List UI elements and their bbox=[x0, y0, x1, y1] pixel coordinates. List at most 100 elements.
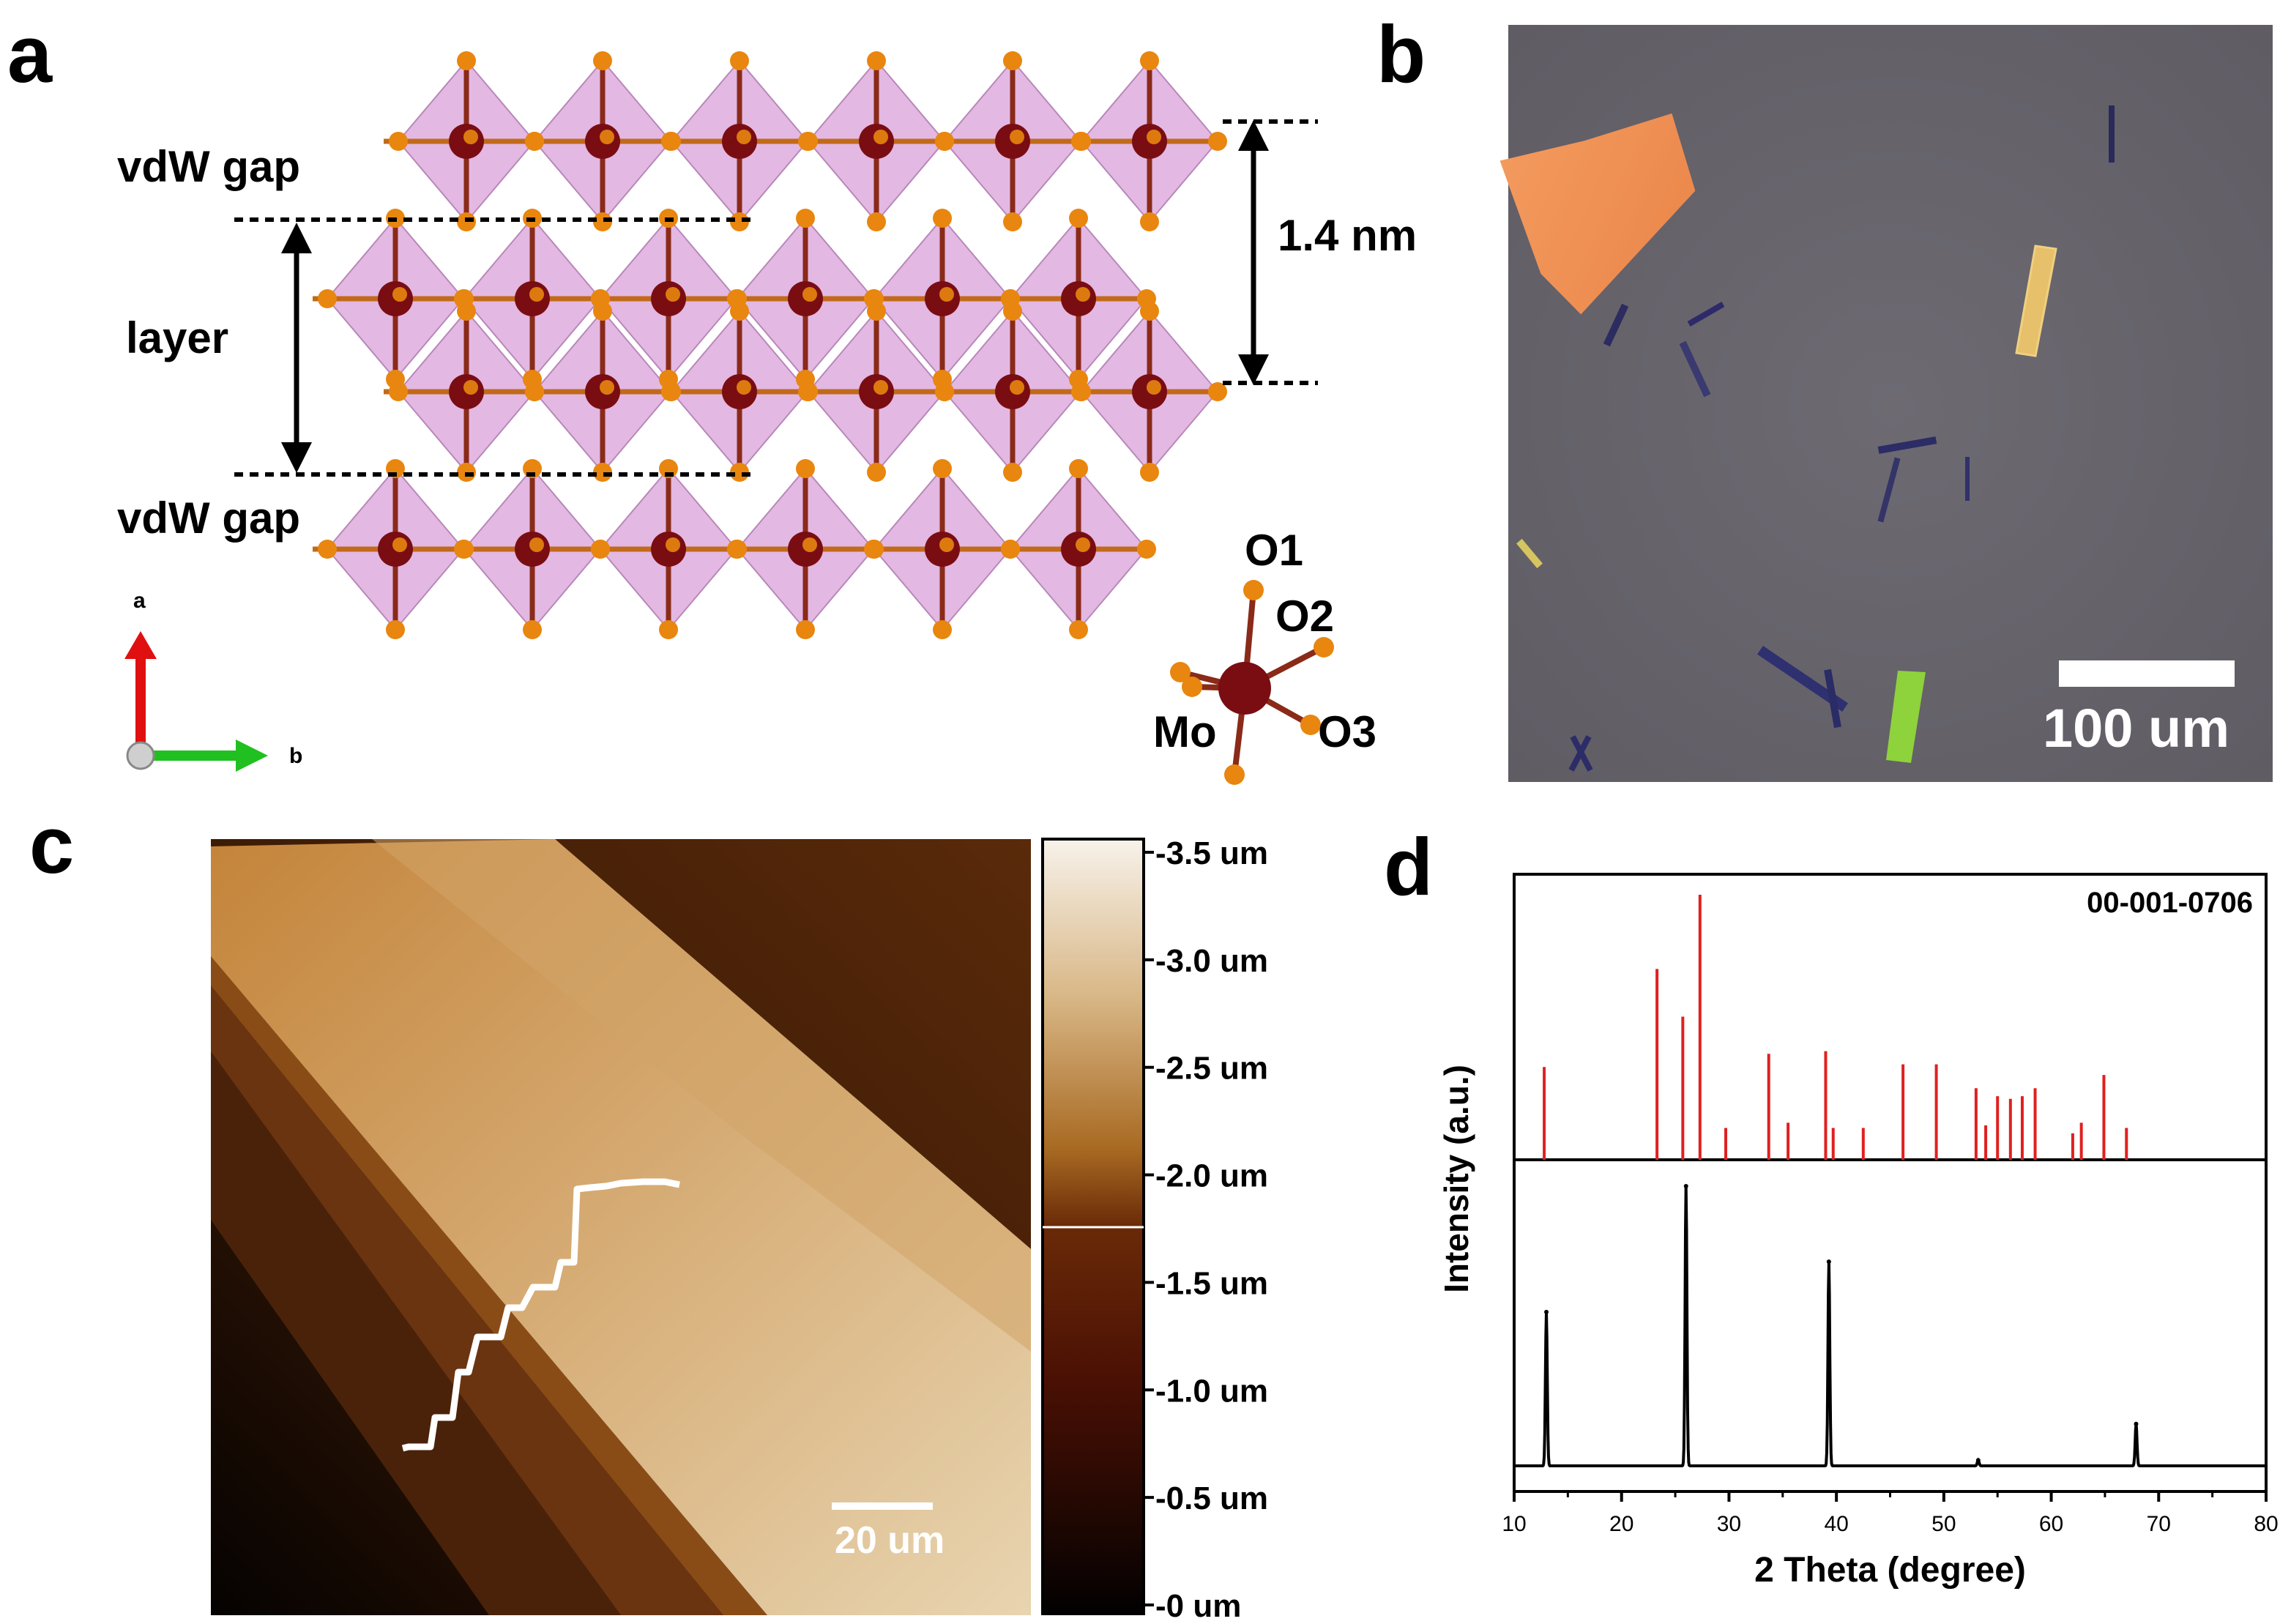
afm-colorbar: -3.5 um -3.0 um -2.5 um -2.0 um -1.5 um -1.0 … bbox=[1041, 835, 1268, 1624]
colorbar-tick-label: -1.0 um bbox=[1155, 1373, 1268, 1409]
o-atom bbox=[1147, 380, 1161, 395]
afm-image bbox=[211, 839, 1031, 1615]
o-atom bbox=[1140, 463, 1159, 482]
o-atom bbox=[666, 287, 680, 302]
yellow-flake bbox=[2015, 245, 2057, 357]
o-atom bbox=[737, 130, 751, 144]
colorbar-tick-label: -0.5 um bbox=[1155, 1480, 1268, 1516]
o-atom bbox=[730, 302, 749, 321]
o-atom bbox=[593, 51, 612, 70]
reference-card-label: 00-001-0706 bbox=[2087, 887, 2253, 919]
x-tick-label: 20 bbox=[1609, 1512, 1633, 1536]
measured-peak-point bbox=[1826, 1259, 1831, 1264]
x-tick-label: 10 bbox=[1502, 1512, 1526, 1536]
dark-flake bbox=[1679, 340, 1711, 398]
o-atom bbox=[1208, 132, 1227, 151]
dark-flake bbox=[1757, 646, 1848, 712]
o-atom bbox=[730, 212, 749, 231]
o-atom bbox=[728, 540, 747, 559]
afm-terrace-top-highlight bbox=[372, 839, 1031, 1352]
axis-b-arrow-head bbox=[236, 740, 268, 772]
o-atom bbox=[865, 540, 884, 559]
measured-pattern-line bbox=[1514, 1185, 2266, 1467]
o-atom bbox=[529, 537, 544, 552]
spacing-label: 1.4 nm bbox=[1278, 211, 1417, 260]
scale-bar-c-label: 20 um bbox=[835, 1519, 945, 1562]
o-atom bbox=[1003, 51, 1022, 70]
o-atom bbox=[796, 209, 815, 228]
o-atom bbox=[1147, 130, 1161, 144]
panel-label-d: d bbox=[1384, 822, 1434, 912]
o-atom bbox=[939, 287, 954, 302]
o-atom bbox=[1076, 287, 1090, 302]
o-atom bbox=[662, 382, 681, 401]
o-atom bbox=[799, 382, 818, 401]
o-atom bbox=[799, 132, 818, 151]
o-atom bbox=[392, 287, 407, 302]
o-atom bbox=[1069, 459, 1088, 478]
dark-flake bbox=[1687, 302, 1725, 327]
large-orange-flake bbox=[1499, 113, 1696, 315]
colorbar-tick-label: -1.5 um bbox=[1155, 1265, 1268, 1301]
o-atom bbox=[659, 620, 678, 639]
x-tick-label: 30 bbox=[1717, 1512, 1741, 1536]
dark-flake bbox=[1877, 436, 1937, 454]
o-atom bbox=[867, 212, 886, 231]
o-atom bbox=[867, 463, 886, 482]
o-atom bbox=[525, 132, 544, 151]
vdw-gap-bottom-label: vdW gap bbox=[117, 493, 300, 543]
o-atom bbox=[1140, 51, 1159, 70]
o-atom bbox=[933, 209, 952, 228]
vdw-gap-top-label: vdW gap bbox=[117, 142, 300, 191]
o-atom bbox=[457, 51, 476, 70]
x-tick-label: 40 bbox=[1824, 1512, 1848, 1536]
panel-label-c: c bbox=[29, 800, 75, 890]
crystal-structure bbox=[124, 51, 1334, 785]
o-atom bbox=[933, 459, 952, 478]
dark-flake bbox=[1603, 303, 1629, 347]
o-atom bbox=[1140, 212, 1159, 231]
o-atom bbox=[389, 382, 408, 401]
o-atom bbox=[867, 51, 886, 70]
measured-peak-point bbox=[1544, 1309, 1549, 1314]
o-atom bbox=[455, 540, 474, 559]
dark-flake bbox=[1877, 457, 1901, 523]
o-atom bbox=[525, 382, 544, 401]
plot-frame bbox=[1513, 873, 2268, 1493]
x-flake bbox=[1568, 735, 1593, 772]
green-flake bbox=[1886, 671, 1926, 763]
colorbar-tick-label: -2.0 um bbox=[1155, 1158, 1268, 1194]
o-atom bbox=[593, 463, 612, 482]
colorbar-tick-label: -2.5 um bbox=[1155, 1051, 1268, 1087]
legend-mo-atom bbox=[1218, 662, 1271, 715]
legend-o-atom bbox=[1243, 580, 1264, 600]
o-atom bbox=[1069, 620, 1088, 639]
o-atom bbox=[796, 459, 815, 478]
x-tick-label: 80 bbox=[2254, 1512, 2278, 1536]
o-atom bbox=[1072, 132, 1091, 151]
measured-peak-point bbox=[1683, 1184, 1688, 1188]
o-atom bbox=[802, 537, 817, 552]
o-atom bbox=[457, 302, 476, 321]
o-atom bbox=[796, 620, 815, 639]
o-atom bbox=[1076, 537, 1090, 552]
o-atom bbox=[1003, 302, 1022, 321]
o-atom bbox=[935, 382, 954, 401]
x-tick-label: 50 bbox=[1931, 1512, 1956, 1536]
dark-flake bbox=[1824, 668, 1841, 729]
scale-bar-b-label: 100 um bbox=[2043, 698, 2230, 759]
axis-a-arrow-head bbox=[124, 631, 157, 659]
o-atom bbox=[933, 620, 952, 639]
o-atom bbox=[1208, 382, 1227, 401]
o-atom bbox=[1137, 540, 1156, 559]
axis-origin bbox=[126, 741, 155, 770]
panel-label-b: b bbox=[1376, 10, 1426, 100]
o-atom bbox=[1001, 540, 1020, 559]
axis-a-label: a bbox=[133, 589, 146, 613]
o-atom bbox=[1003, 212, 1022, 231]
o-atom bbox=[529, 287, 544, 302]
atom-mo-label: Mo bbox=[1153, 707, 1217, 756]
o-atom bbox=[867, 302, 886, 321]
optical-image bbox=[1499, 25, 2273, 782]
y-axis-label: Intensity (a.u.) bbox=[1437, 1065, 1475, 1293]
